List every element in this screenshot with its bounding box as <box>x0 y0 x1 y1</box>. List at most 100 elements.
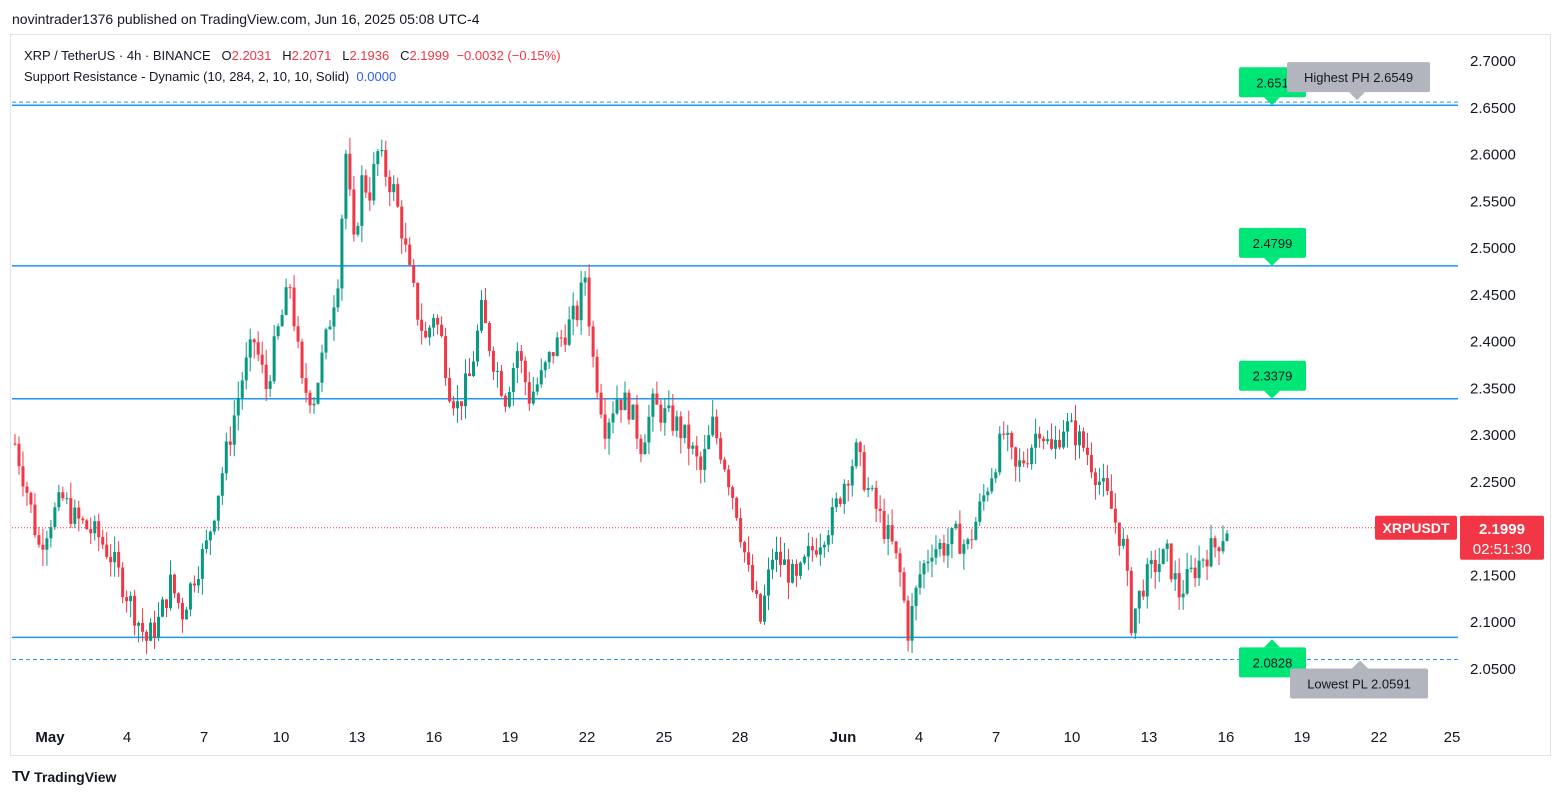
candle-body <box>519 351 523 361</box>
candle-body <box>735 497 739 519</box>
candle-body <box>531 391 535 404</box>
x-tick-label: 28 <box>732 729 749 746</box>
candle-body <box>176 593 180 603</box>
price-badge-box <box>1460 515 1544 560</box>
candle-body <box>448 378 452 402</box>
candles <box>13 137 1229 655</box>
candle-body <box>862 452 866 490</box>
candle-body <box>440 324 444 337</box>
tradingview-logo-icon: TV <box>12 768 30 785</box>
candle-body <box>360 175 364 226</box>
candle-body <box>778 551 782 565</box>
indicator-title[interactable]: Support Resistance - Dynamic (10, 284, 2… <box>24 69 350 84</box>
candle-body <box>858 442 862 453</box>
candle-body <box>264 364 268 389</box>
candle-body <box>962 544 966 554</box>
y-tick-label: 2.3500 <box>1470 380 1516 397</box>
candle-body <box>200 549 204 579</box>
candle-body <box>747 552 751 565</box>
candle-body <box>224 441 228 474</box>
level-badge-pointer <box>1264 97 1280 106</box>
time-axis[interactable]: May 4 7 10 13 16 19 22 25 28 Jun 4 7 10 13 16 19 22 25 <box>35 729 1460 746</box>
candle-body <box>1173 573 1177 580</box>
current-price-badge[interactable]: XRPUSDT 2.1999 02:51:30 <box>1375 515 1544 560</box>
candle-body <box>248 339 252 358</box>
candle-body <box>380 149 384 152</box>
candle-body <box>1177 573 1181 598</box>
candle-body <box>994 472 998 479</box>
candle-body <box>1081 431 1085 448</box>
chart-legend: XRP / TetherUS · 4h · BINANCE O2.2031 H2… <box>24 45 561 87</box>
candle-body <box>184 609 188 620</box>
candle-body <box>599 392 603 415</box>
candle-body <box>424 330 428 338</box>
candle-body <box>412 264 416 283</box>
candle-body <box>910 606 914 641</box>
candle-body <box>105 544 109 557</box>
candle-body <box>400 206 404 239</box>
candle-body <box>284 287 288 315</box>
candle-body <box>1002 433 1006 435</box>
candle-body <box>663 408 667 423</box>
candle-body <box>731 487 735 498</box>
candle-body <box>1113 508 1117 523</box>
y-tick-label: 2.4500 <box>1470 287 1516 304</box>
candle-body <box>332 307 336 327</box>
candle-body <box>918 574 922 588</box>
level-badge-pointer <box>1264 390 1280 399</box>
candle-body <box>296 326 300 342</box>
candle-body <box>149 622 153 641</box>
candle-body <box>818 547 822 555</box>
candle-body <box>180 602 184 620</box>
price-axis[interactable]: 2.7000 2.6500 2.6000 2.5500 2.5000 2.4500 2.40… <box>1375 53 1544 678</box>
candle-body <box>188 583 192 610</box>
candle-body <box>503 395 507 407</box>
x-tick-label: 16 <box>1218 729 1235 746</box>
candle-body <box>288 287 292 289</box>
candle-body <box>890 524 894 542</box>
symbol-title[interactable]: XRP / TetherUS · 4h · BINANCE <box>24 48 211 63</box>
candle-body <box>428 327 432 338</box>
candle-body <box>539 370 543 385</box>
candle-body <box>555 337 559 357</box>
candle-body <box>460 401 464 407</box>
pivot-badge-text: Highest PH 2.6549 <box>1304 70 1413 85</box>
candle-body <box>13 443 17 445</box>
candle-body <box>340 218 344 289</box>
x-tick-label: 13 <box>349 729 366 746</box>
candle-body <box>966 539 970 545</box>
x-tick-label: 10 <box>1064 729 1081 746</box>
x-tick-label: 22 <box>1371 729 1388 746</box>
candle-body <box>603 414 607 439</box>
candle-body <box>464 373 468 407</box>
candle-body <box>344 153 348 219</box>
candle-body <box>655 393 659 405</box>
candle-body <box>751 564 755 591</box>
candle-body <box>17 443 21 467</box>
candle-body <box>1217 547 1221 552</box>
x-tick-label: 25 <box>656 729 673 746</box>
candle-body <box>575 305 579 321</box>
candle-body <box>986 491 990 496</box>
candle-body <box>376 151 380 165</box>
tradingview-logo[interactable]: TV TradingView <box>12 768 116 785</box>
x-tick-label: 7 <box>200 729 208 746</box>
candle-body <box>228 441 232 445</box>
level-badge-text: 2.4799 <box>1253 236 1293 251</box>
candle-body <box>643 442 647 455</box>
candle-body <box>475 330 479 362</box>
candle-body <box>336 288 340 308</box>
candle-body <box>1097 481 1101 486</box>
candle-body <box>591 326 595 357</box>
candle-body <box>898 553 902 573</box>
candle-body <box>874 487 878 509</box>
x-tick-label: 22 <box>579 729 596 746</box>
candle-body <box>1010 432 1014 448</box>
candle-body <box>767 569 771 596</box>
candle-body <box>109 556 113 563</box>
support-resistance-levels <box>12 101 1458 660</box>
candle-body <box>659 404 663 423</box>
candle-body <box>1181 593 1185 598</box>
candle-body <box>631 404 635 420</box>
